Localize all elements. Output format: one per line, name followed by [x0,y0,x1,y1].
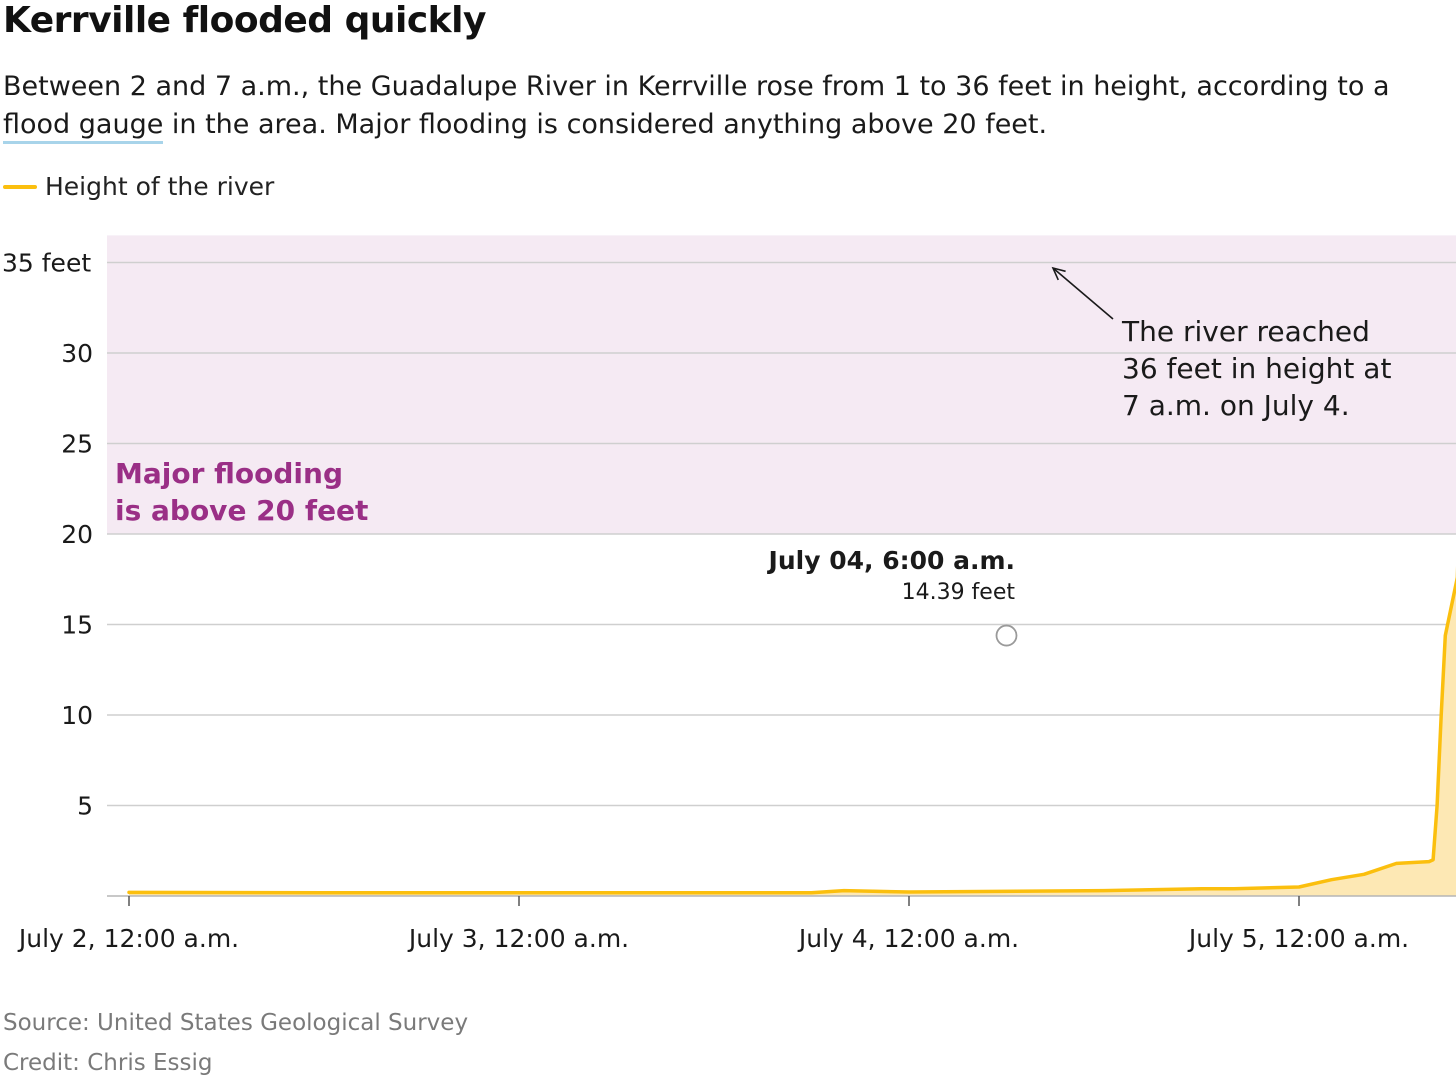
highlight-point-marker [995,624,1018,647]
peak-annotation: The river reached 36 feet in height at 7 a… [1051,266,1391,422]
subtitle-text-after: in the area. Major flooding is considere… [163,109,1048,140]
annotation-text-line: The river reached [1121,315,1370,348]
chart-title: Kerrville flooded quickly [3,0,486,41]
annotation-text-line: 7 a.m. on July 4. [1122,389,1350,422]
annotation-arrow-head [1051,266,1066,281]
subtitle-text-before: Between 2 and 7 a.m., the Guadalupe Rive… [3,71,1390,102]
x-axis: July 2, 12:00 a.m. July 3, 12:00 a.m. July… [17,895,1456,953]
x-tick-label: July 4, 12:00 a.m. [797,924,1019,953]
tooltip-value: 14.39 feet [902,580,1016,605]
x-tick-label: July 3, 12:00 a.m. [407,924,629,953]
y-tick-label: 10 [61,701,93,730]
flood-zone-label: Major flooding is above 20 feet [115,457,368,527]
legend-swatch [3,184,37,189]
x-tick-label: July 5, 12:00 a.m. [1187,924,1409,953]
y-tick-label: 15 [61,611,93,640]
y-tick-label: 25 [61,430,93,459]
y-tick-label: 30 [61,339,93,368]
tooltip-date: July 04, 6:00 a.m. [767,546,1015,575]
y-tick-label: 35 feet [2,249,91,278]
annotation-text-line: 36 feet in height at [1122,352,1391,385]
x-tick-label: July 2, 12:00 a.m. [17,924,239,953]
y-tick-label: 20 [61,520,93,549]
flood-zone-band [107,235,1456,534]
annotation-arrow-line [1052,267,1114,320]
tooltip-background [776,540,1016,606]
flood-gauge-link[interactable]: flood gauge [3,109,164,144]
hover-tooltip: July 04, 6:00 a.m. 14.39 feet [767,540,1018,647]
legend-label: Height of the river [45,172,275,201]
y-tick-label: 5 [77,792,93,821]
chart-subtitle: Between 2 and 7 a.m., the Guadalupe Rive… [3,68,1456,144]
river-height-line[interactable] [127,235,1456,895]
flood-label-line: is above 20 feet [115,494,368,527]
chart-legend: Height of the river [3,172,274,201]
flood-label-line: Major flooding [115,457,343,490]
source-note: Source: United States Geological Survey [3,1010,469,1036]
credit-note: Credit: Chris Essig [3,1050,213,1076]
grid-lines: 5 10 15 20 25 30 35 feet [2,249,1456,821]
